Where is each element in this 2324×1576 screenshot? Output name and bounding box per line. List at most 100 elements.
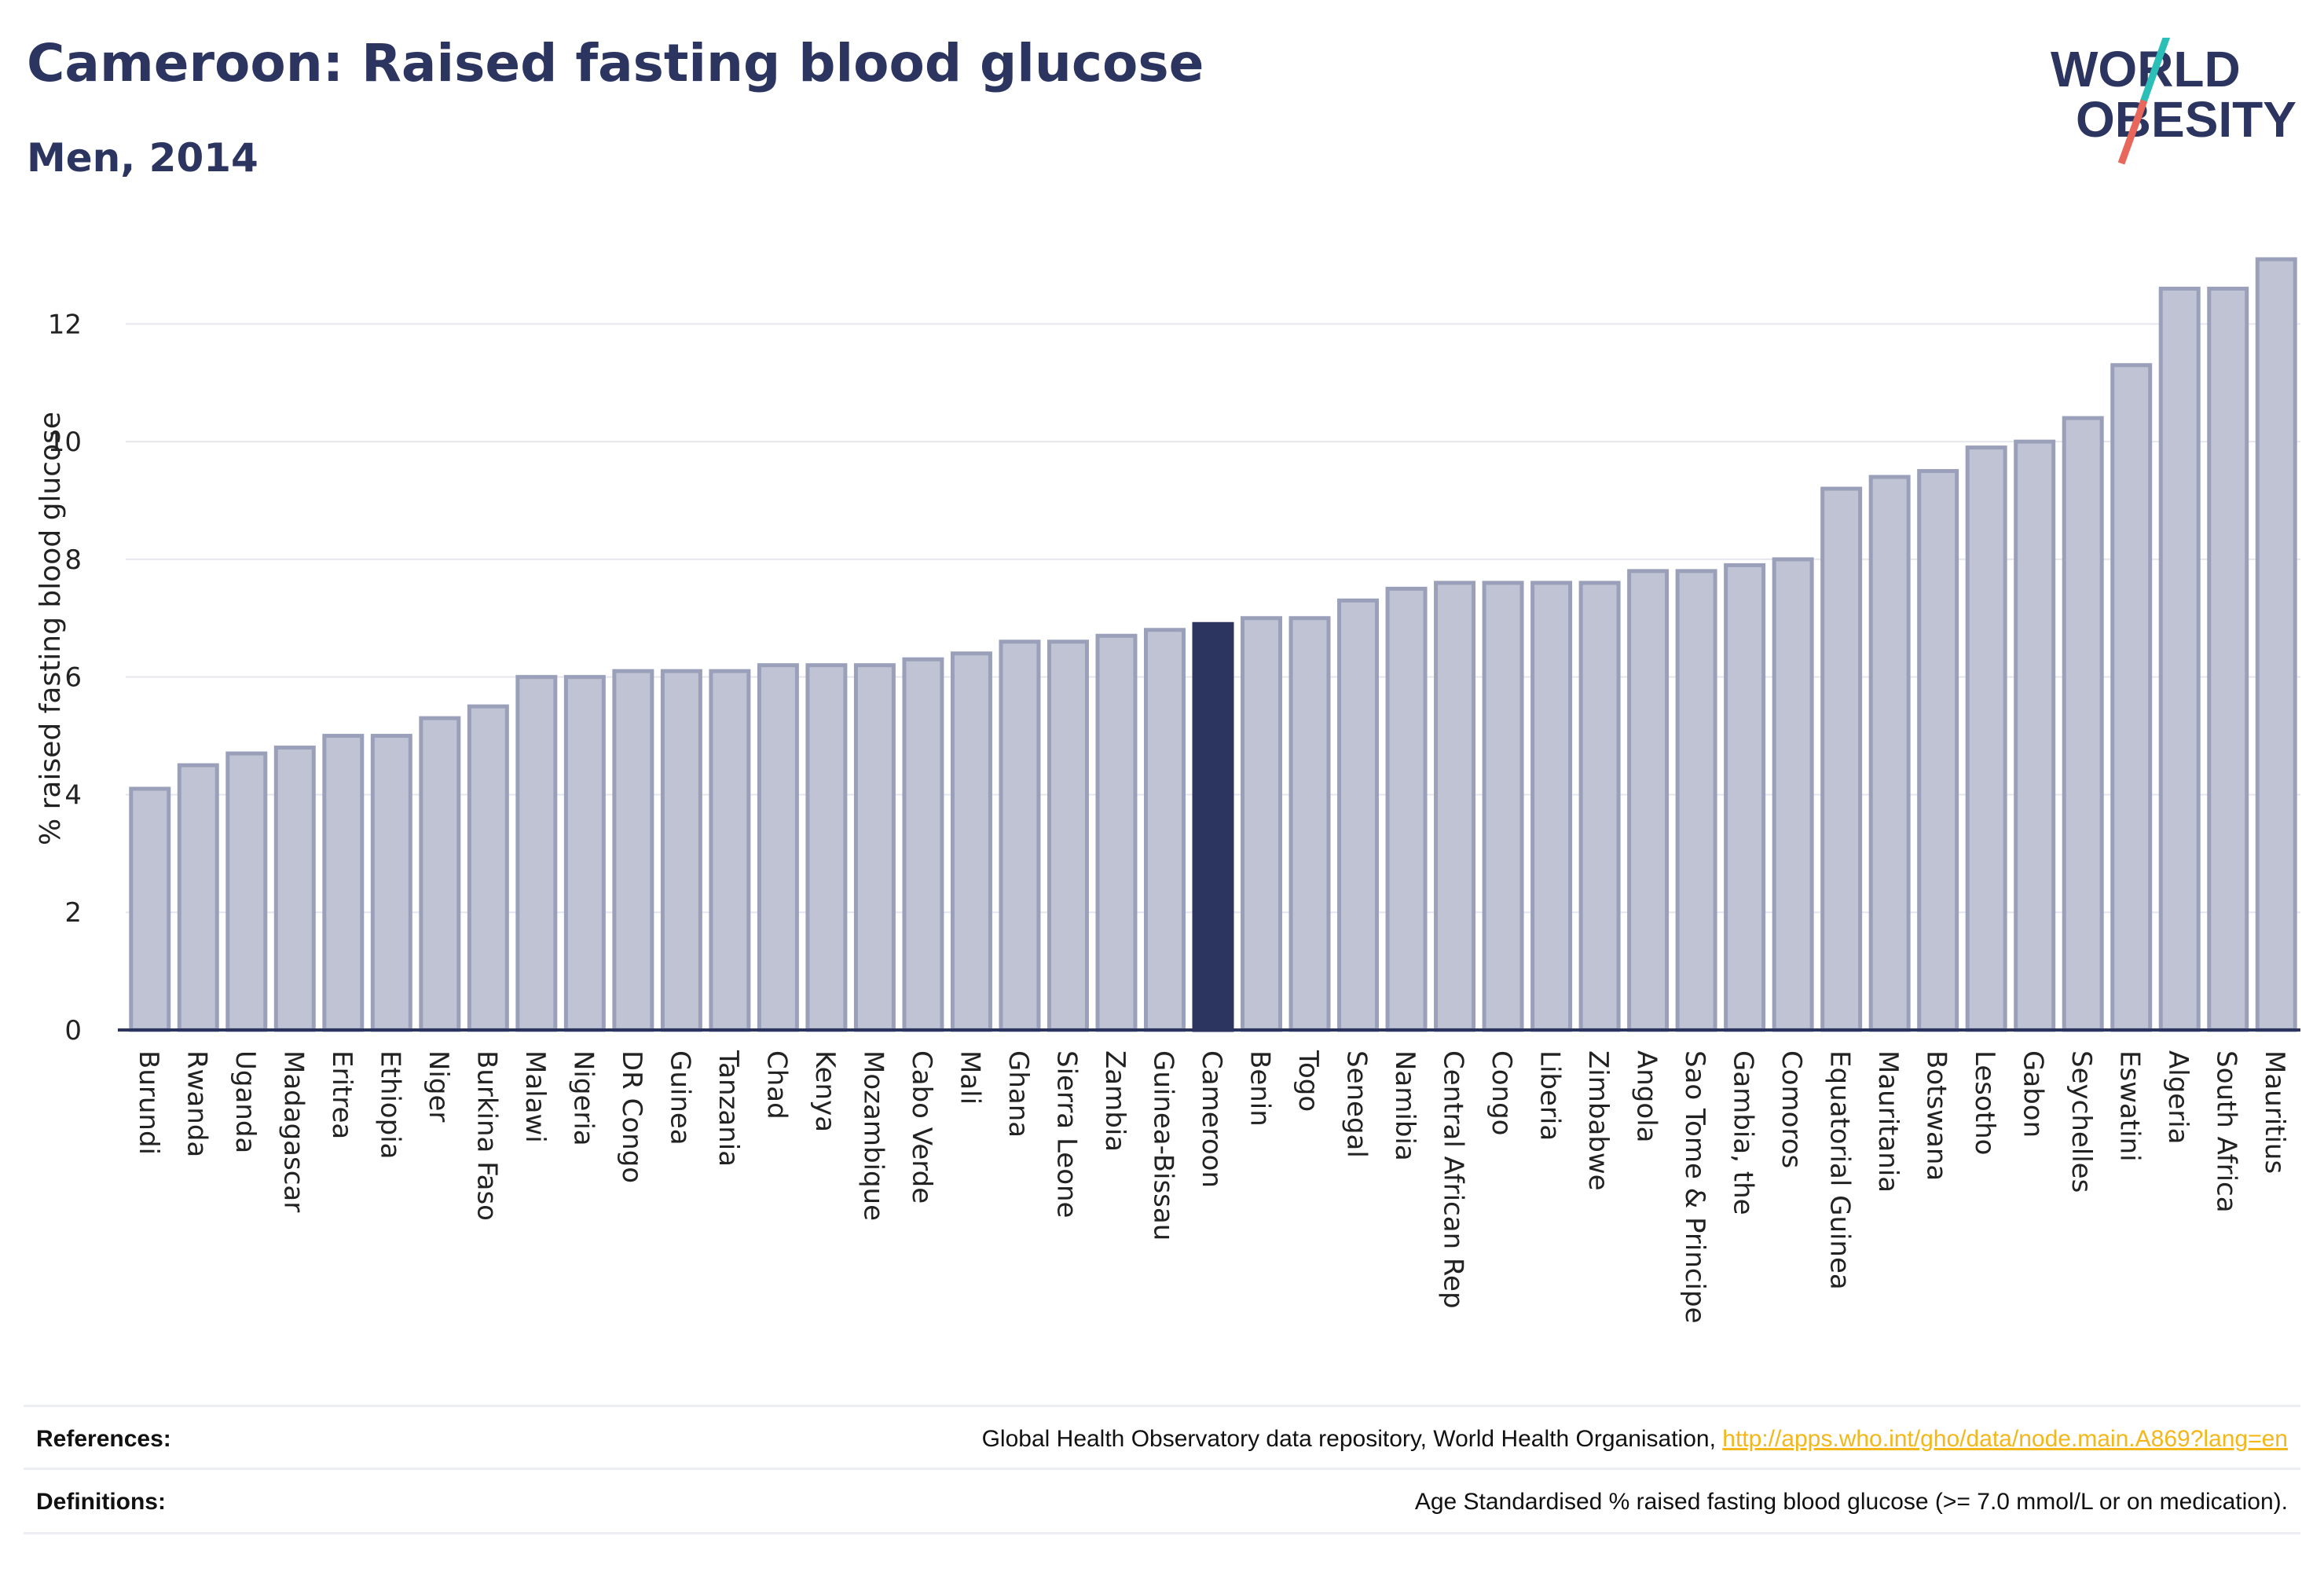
x-tick-label: Comoros: [1776, 1050, 1807, 1168]
x-tick-label: Sierra Leone: [1050, 1050, 1082, 1218]
x-tick-label: Zimbabwe: [1582, 1050, 1614, 1191]
bars: [129, 257, 2297, 1032]
bar-chart: 0 2 4 6 8 10 12 Burundi Rwanda Uganda Madagascar Er…: [35, 257, 2300, 1324]
bar: [757, 663, 799, 1032]
bar: [2255, 257, 2297, 1032]
references-label: References:: [36, 1426, 171, 1452]
bar: [1434, 581, 1476, 1032]
bar: [1192, 621, 1234, 1032]
bar: [1095, 633, 1138, 1032]
logo-slash-top: [2139, 38, 2171, 104]
chart-subtitle: Men, 2014: [27, 135, 258, 181]
bar: [1385, 586, 1428, 1032]
logo-slash-bottom: [2117, 99, 2148, 165]
bar: [805, 663, 848, 1032]
definitions-label: Definitions:: [36, 1489, 166, 1515]
bar: [515, 675, 558, 1032]
definitions-text: Age Standardised % raised fasting blood …: [1414, 1489, 2288, 1515]
bar: [1482, 581, 1524, 1032]
bar: [1965, 445, 2007, 1032]
y-tick-label: 10: [48, 427, 82, 458]
world-obesity-logo: WORLD OBESITY: [2051, 38, 2297, 165]
bar: [1820, 486, 1863, 1032]
x-tick-label: Liberia: [1534, 1050, 1566, 1141]
bar: [1578, 581, 1621, 1032]
bar: [419, 716, 461, 1032]
x-tick-label: Niger: [423, 1050, 454, 1122]
x-tick-label: Mauritius: [2259, 1050, 2290, 1174]
bar: [1675, 569, 1717, 1032]
references-link[interactable]: http://apps.who.int/gho/data/node.main.A…: [1722, 1426, 2288, 1452]
x-tick-label: Central African Rep: [1438, 1050, 1469, 1309]
x-tick-label: Tanzania: [713, 1050, 744, 1167]
x-tick-label: Guinea-Bissau: [1147, 1050, 1178, 1241]
x-tick-label: Ghana: [1003, 1050, 1034, 1138]
bar: [1143, 628, 1186, 1032]
x-tick-label: Lesotho: [1969, 1050, 2000, 1155]
chart-title: Cameroon: Raised fasting blood glucose: [27, 33, 1204, 93]
y-tick-label: 8: [64, 544, 82, 576]
bar: [1337, 598, 1380, 1032]
references-text: Global Health Observatory data repositor…: [982, 1426, 2288, 1453]
x-tick-label: Cameroon: [1196, 1050, 1227, 1188]
bar: [563, 675, 606, 1032]
x-tick-label: Congo: [1486, 1050, 1517, 1135]
x-tick-label: Madagascar: [277, 1050, 309, 1212]
x-tick-label: Equatorial Guinea: [1824, 1050, 1856, 1290]
logo-word-obesity: OBESITY: [2076, 91, 2297, 148]
bar: [999, 640, 1041, 1032]
bar: [177, 763, 219, 1032]
x-tick-label: Chad: [761, 1050, 792, 1120]
x-tick-label: Guinea: [664, 1050, 695, 1145]
bar: [902, 657, 944, 1032]
bar: [1917, 469, 1959, 1032]
footer-bottom-rule: [24, 1532, 2300, 1534]
x-tick-label: DR Congo: [616, 1050, 647, 1183]
y-tick-label: 6: [64, 662, 82, 694]
bar: [660, 669, 702, 1032]
x-tick-label: South Africa: [2211, 1050, 2242, 1213]
bar: [1627, 569, 1670, 1032]
x-tick-label: Zambia: [1099, 1050, 1131, 1152]
bar: [129, 786, 171, 1032]
bar: [370, 734, 412, 1032]
x-tick-label: Algeria: [2162, 1050, 2194, 1144]
y-tick-label: 12: [48, 309, 82, 340]
bar: [2110, 363, 2153, 1032]
bar: [612, 669, 654, 1032]
x-tick-label: Mali: [954, 1050, 985, 1105]
bar: [2062, 416, 2104, 1032]
x-tick-label: Eswatini: [2114, 1050, 2146, 1162]
x-tick-label: Sao Tome & Principe: [1679, 1050, 1710, 1324]
bar: [950, 651, 992, 1032]
references-row: References: Global Health Observatory da…: [24, 1405, 2300, 1473]
x-tick-label: Eritrea: [326, 1050, 357, 1139]
references-source: Global Health Observatory data repositor…: [981, 1426, 1723, 1452]
y-tick-label: 2: [64, 897, 82, 929]
definitions-row: Definitions: Age Standardised % raised f…: [24, 1468, 2300, 1536]
bar: [853, 663, 896, 1032]
x-tick-label: Botswana: [1921, 1050, 1952, 1181]
x-tick-label: Angola: [1631, 1050, 1662, 1142]
bar: [2014, 439, 2056, 1032]
bar: [467, 704, 509, 1032]
tick-labels: 0 2 4 6 8 10 12 Burundi Rwanda Uganda Madagascar Er…: [48, 309, 2291, 1323]
x-tick-label: Uganda: [229, 1050, 261, 1153]
x-tick-label: Senegal: [1341, 1050, 1373, 1158]
x-tick-label: Cabo Verde: [906, 1050, 937, 1204]
x-tick-label: Benin: [1244, 1050, 1276, 1127]
bar: [1868, 475, 1911, 1032]
bar: [1241, 616, 1283, 1032]
x-tick-label: Gabon: [2018, 1050, 2049, 1138]
x-tick-label: Burkina Faso: [471, 1050, 502, 1221]
bar: [1288, 616, 1331, 1032]
x-tick-label: Namibia: [1389, 1050, 1420, 1161]
x-tick-label: Rwanda: [181, 1050, 212, 1157]
y-tick-label: 4: [64, 779, 82, 811]
x-tick-label: Malawi: [519, 1050, 551, 1143]
bar: [1047, 640, 1089, 1032]
x-tick-label: Burundi: [133, 1050, 164, 1155]
x-tick-label: Mauritania: [1872, 1050, 1904, 1193]
x-tick-label: Ethiopia: [374, 1050, 405, 1159]
x-tick-label: Nigeria: [567, 1050, 599, 1146]
